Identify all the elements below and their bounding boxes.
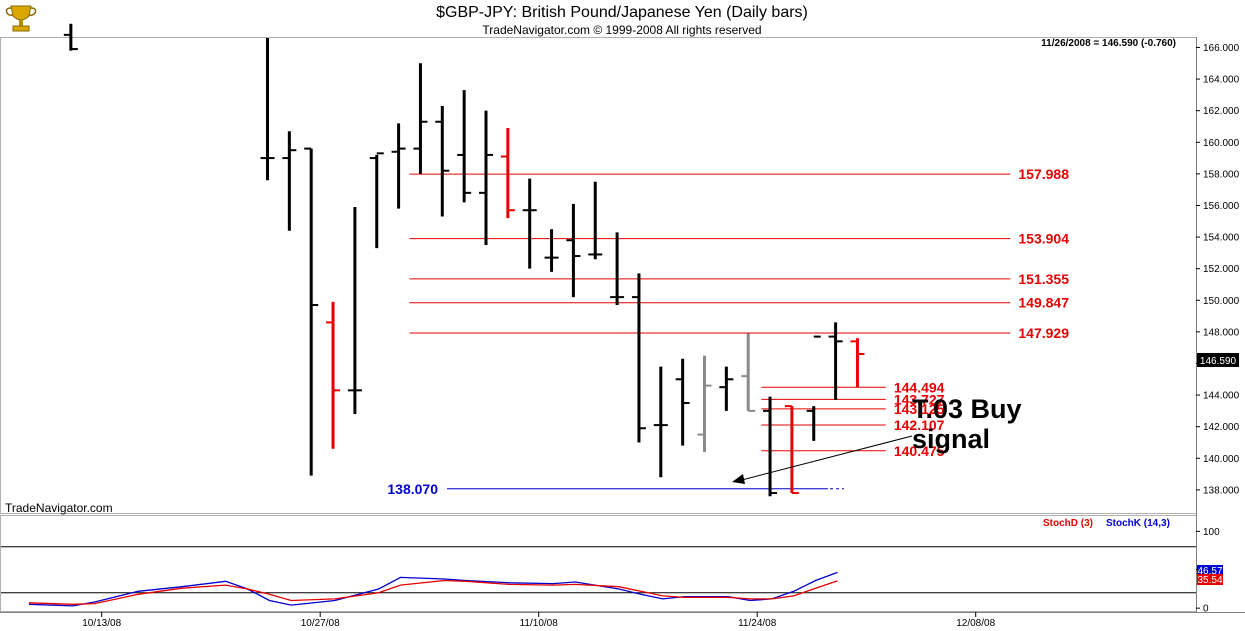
- price-tick-label: 164.000: [1203, 75, 1240, 86]
- stoch-k-marker: 46.57: [1197, 565, 1223, 577]
- annotation-line-1: T.03 Buy: [912, 394, 1022, 424]
- ohlc-bar: [369, 152, 384, 249]
- ohlc-bar: [500, 128, 515, 219]
- copyright-line: TradeNavigator.com © 1999-2008 All right…: [482, 23, 761, 37]
- price-bars: [63, 23, 865, 497]
- price-tick-label: 158.000: [1203, 169, 1240, 180]
- price-tick-label: 156.000: [1203, 201, 1240, 212]
- date-tick-label: 12/08/08: [956, 618, 995, 629]
- price-tick-label: 166.000: [1203, 43, 1240, 54]
- ohlc-bar: [719, 366, 734, 411]
- support-level-label: 138.070: [387, 481, 438, 497]
- annotation-line-2: signal: [912, 424, 990, 454]
- last-price-marker: 146.590: [1197, 353, 1239, 367]
- ohlc-bar: [544, 229, 559, 272]
- stochastic-lines: [28, 571, 838, 607]
- ohlc-bar: [653, 366, 668, 478]
- ohlc-bar: [741, 333, 756, 412]
- price-panel: [0, 37, 1197, 514]
- ohlc-bar: [566, 203, 581, 298]
- ohlc-bar: [326, 301, 341, 449]
- ohlc-bar: [282, 131, 297, 231]
- ohlc-bar: [631, 273, 646, 443]
- price-tick-label: 162.000: [1203, 106, 1240, 117]
- date-tick-label: 11/10/08: [520, 618, 559, 629]
- chart-title: $GBP-JPY: British Pound/Japanese Yen (Da…: [436, 4, 808, 21]
- resistance-level-label: 149.847: [1018, 295, 1069, 311]
- resistance-level-label: 143.727: [894, 391, 945, 407]
- stoch-k-line: [28, 571, 838, 607]
- price-readout: 11/26/2008 = 146.590 (-0.760): [1041, 38, 1176, 49]
- resistance-level-label: 147.929: [1018, 325, 1069, 341]
- annotation-arrow: [732, 435, 913, 484]
- ohlc-bar: [347, 207, 362, 415]
- price-tick-label: 142.000: [1203, 422, 1240, 433]
- resistance-level-label: 144.494: [894, 379, 945, 395]
- stoch-d-marker: 35.54: [1197, 574, 1223, 586]
- resistance-level-label: 143.125: [894, 401, 945, 417]
- price-tick-label: 148.000: [1203, 327, 1240, 338]
- resistance-level-label: 142.107: [894, 417, 945, 433]
- resistance-level-label: 151.355: [1018, 271, 1069, 287]
- stoch-d-line: [28, 579, 838, 605]
- ohlc-bar: [806, 335, 821, 441]
- price-tick-label: 160.000: [1203, 138, 1240, 149]
- resistance-level-label: 157.988: [1018, 166, 1069, 182]
- ohlc-bar: [435, 105, 450, 217]
- price-tick-label: 152.000: [1203, 264, 1240, 275]
- date-tick-label: 10/27/08: [301, 618, 340, 629]
- ohlc-bar: [763, 396, 778, 497]
- stoch-panel: [0, 515, 1197, 612]
- fib-levels: 157.988 153.904 151.355 149.847 147.929 144.4…: [387, 166, 1069, 497]
- ohlc-bar: [610, 232, 625, 306]
- resistance-level-label: 153.904: [1018, 231, 1069, 247]
- ohlc-bar: [304, 147, 319, 476]
- stoch-d-readout: 35.54: [1197, 575, 1222, 586]
- ohlc-bar: [391, 123, 406, 209]
- price-tick-label: 144.000: [1203, 391, 1240, 402]
- legend-stoch-d: StochD (3): [1043, 518, 1093, 529]
- ohlc-bar: [850, 338, 865, 388]
- price-axis: 138.000140.000142.000144.000146.000148.0…: [1196, 43, 1240, 496]
- date-tick-label: 10/13/08: [82, 618, 121, 629]
- date-tick-label: 11/24/08: [738, 618, 777, 629]
- ohlc-bar: [588, 181, 603, 260]
- ohlc-bar: [828, 322, 843, 400]
- last-price-label: 146.590: [1200, 356, 1237, 367]
- stoch-tick-label: 0: [1203, 604, 1209, 615]
- ohlc-bar: [63, 23, 78, 51]
- price-tick-label: 154.000: [1203, 233, 1240, 244]
- stoch-k-readout: 46.57: [1197, 566, 1222, 577]
- ohlc-bar: [697, 355, 712, 452]
- ohlc-bar: [457, 90, 472, 203]
- ohlc-bar: [479, 110, 493, 245]
- ohlc-bar: [260, 38, 275, 181]
- ohlc-bar: [522, 178, 537, 269]
- price-tick-label: 150.000: [1203, 296, 1240, 307]
- stoch-axis: 050100: [1, 527, 1220, 615]
- trophy-logo-icon: [5, 5, 37, 32]
- price-tick-label: 138.000: [1203, 485, 1240, 496]
- date-axis: 10/13/08 10/27/08 11/10/08 11/24/08 12/08/08: [82, 612, 996, 629]
- ohlc-bar: [675, 358, 690, 446]
- price-tick-label: 140.000: [1203, 454, 1240, 465]
- watermark: TradeNavigator.com: [5, 501, 113, 515]
- stoch-tick-label: 100: [1203, 527, 1220, 538]
- ohlc-bar: [784, 405, 799, 495]
- legend-stoch-k: StochK (14,3): [1106, 518, 1170, 529]
- resistance-level-label: 140.475: [894, 443, 945, 459]
- ohlc-bar: [413, 63, 428, 174]
